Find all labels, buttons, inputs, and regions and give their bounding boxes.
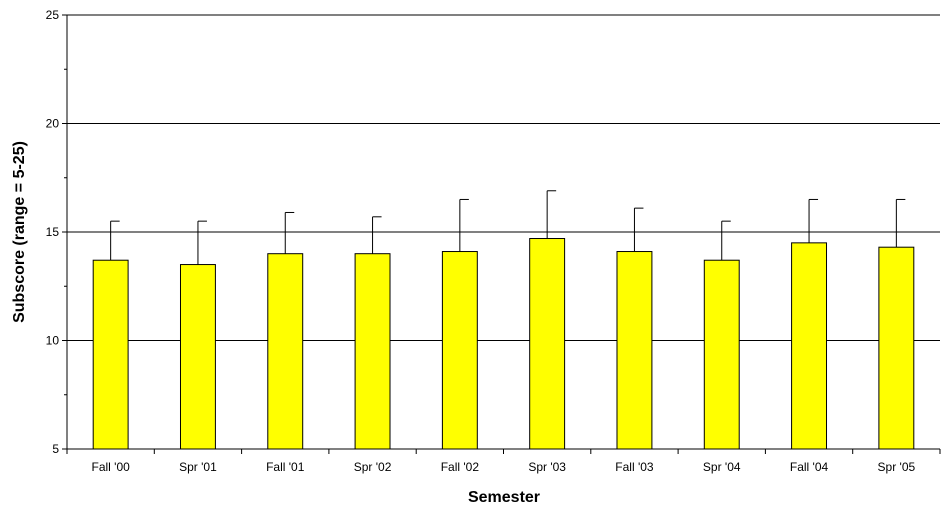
x-tick-label: Fall '00 — [91, 460, 130, 474]
y-tick-label: 10 — [46, 334, 60, 348]
x-tick-label: Spr '01 — [179, 460, 217, 474]
y-tick-label: 20 — [46, 117, 60, 131]
bar — [703, 259, 740, 450]
axes — [62, 14, 941, 454]
bar — [791, 242, 828, 450]
bar — [529, 238, 566, 450]
x-tick-labels: Fall '00 Spr '01 Fall '01 Spr '02 Fall '02 Sp… — [91, 460, 915, 474]
x-tick-label: Spr '05 — [878, 460, 916, 474]
bar — [179, 264, 216, 450]
error-bars — [110, 190, 906, 265]
x-tick-label: Fall '01 — [266, 460, 305, 474]
x-tick-label: Fall '03 — [615, 460, 654, 474]
y-axis-title: Subscore (range = 5-25) — [11, 141, 28, 323]
bar — [92, 259, 129, 450]
x-tick-label: Spr '04 — [703, 460, 741, 474]
x-tick-label: Spr '02 — [354, 460, 392, 474]
bar — [267, 253, 304, 450]
y-tick-label: 5 — [52, 442, 59, 456]
bar — [878, 246, 915, 450]
y-tick-label: 25 — [46, 8, 60, 22]
bars — [92, 238, 915, 450]
bar — [354, 253, 391, 450]
bar — [616, 251, 653, 450]
bar — [441, 251, 478, 450]
x-tick-label: Spr '03 — [528, 460, 566, 474]
x-tick-label: Fall '02 — [441, 460, 480, 474]
x-tick-label: Fall '04 — [790, 460, 829, 474]
x-axis-title: Semester — [468, 489, 540, 506]
y-tick-label: 15 — [46, 225, 60, 239]
y-tick-labels: 5 10 15 20 25 — [46, 8, 60, 456]
